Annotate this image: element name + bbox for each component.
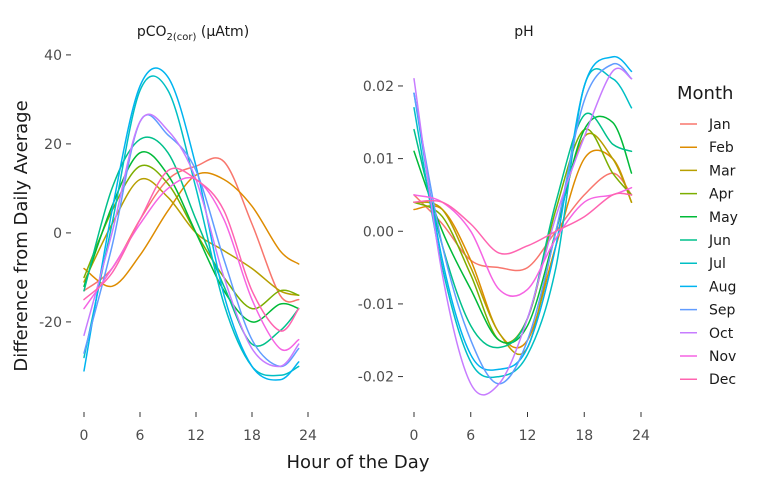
panel-pco2: pCO2(cor) (μAtm) -20 0 20 40 0 6 12 18 24 — [39, 24, 317, 444]
series-line-oct — [413, 67, 633, 396]
x-tick-label: 6 — [136, 428, 145, 444]
x-tick-label: 0 — [80, 428, 89, 444]
series-line-sep — [83, 114, 300, 368]
legend-label-jun: Jun — [708, 233, 731, 249]
panel-pco2-axes: -20 0 20 40 0 6 12 18 24 — [39, 48, 317, 444]
panel-title-pco2: pCO2(cor) (μAtm) — [137, 24, 249, 43]
y-tick-label: -0.01 — [358, 297, 394, 313]
legend: Month Jan Feb Mar Apr May Jun Jul Aug Sep Oct Nov D… — [677, 83, 738, 388]
legend-title: Month — [677, 83, 733, 104]
y-tick-label: 0 — [53, 226, 62, 242]
y-tick-label: 20 — [44, 137, 62, 153]
series-line-may — [83, 150, 300, 323]
y-tick-label: 0.02 — [363, 79, 394, 95]
x-tick-label: 24 — [299, 428, 317, 444]
legend-items: Jan Feb Mar Apr May Jun Jul Aug Sep Oct Nov Dec — [680, 117, 738, 388]
y-tick-label: 40 — [44, 48, 62, 64]
y-tick-label: -0.02 — [358, 370, 394, 386]
series-line-aug — [83, 67, 300, 381]
series-line-may — [413, 115, 633, 344]
x-tick-label: 12 — [187, 428, 205, 444]
legend-label-may: May — [709, 210, 738, 226]
panel-title-ph: pH — [514, 24, 533, 40]
x-tick-label: 12 — [519, 428, 537, 444]
series-line-jan — [413, 172, 633, 272]
series-line-jun — [83, 136, 300, 347]
series-line-mar — [413, 132, 633, 356]
y-tick-label: 0.01 — [363, 152, 394, 168]
series-line-apr — [413, 128, 633, 344]
x-tick-label: 18 — [575, 428, 593, 444]
series-line-dec — [83, 167, 300, 332]
x-tick-label: 6 — [466, 428, 475, 444]
panel-pco2-series — [83, 67, 300, 381]
x-tick-label: 0 — [410, 428, 419, 444]
series-line-sep — [413, 62, 633, 385]
series-line-nov — [413, 186, 633, 297]
series-line-feb — [83, 172, 300, 288]
legend-label-apr: Apr — [709, 187, 733, 203]
series-line-aug — [413, 55, 633, 371]
legend-label-nov: Nov — [709, 349, 736, 365]
panel-ph-series — [413, 55, 633, 396]
y-tick-label: 0.00 — [363, 224, 394, 240]
legend-label-jan: Jan — [708, 117, 731, 133]
legend-label-feb: Feb — [709, 140, 734, 156]
y-tick-label: -20 — [39, 315, 62, 331]
y-axis-title: Difference from Daily Average — [11, 100, 32, 371]
legend-label-sep: Sep — [709, 303, 736, 319]
series-line-dec — [413, 192, 633, 255]
x-axis-title: Hour of the Day — [287, 452, 430, 473]
legend-label-dec: Dec — [709, 372, 736, 388]
panel-ph-axes: -0.02 -0.01 0.00 0.01 0.02 0 6 12 18 24 — [358, 79, 650, 444]
x-tick-label: 18 — [243, 428, 261, 444]
legend-label-aug: Aug — [709, 279, 736, 295]
legend-label-jul: Jul — [708, 256, 726, 272]
legend-label-oct: Oct — [709, 326, 734, 342]
legend-label-mar: Mar — [709, 163, 736, 179]
series-line-jul — [413, 68, 633, 379]
x-tick-label: 24 — [632, 428, 650, 444]
panel-ph: pH -0.02 -0.01 0.00 0.01 0.02 0 6 12 18 24 — [358, 24, 650, 444]
